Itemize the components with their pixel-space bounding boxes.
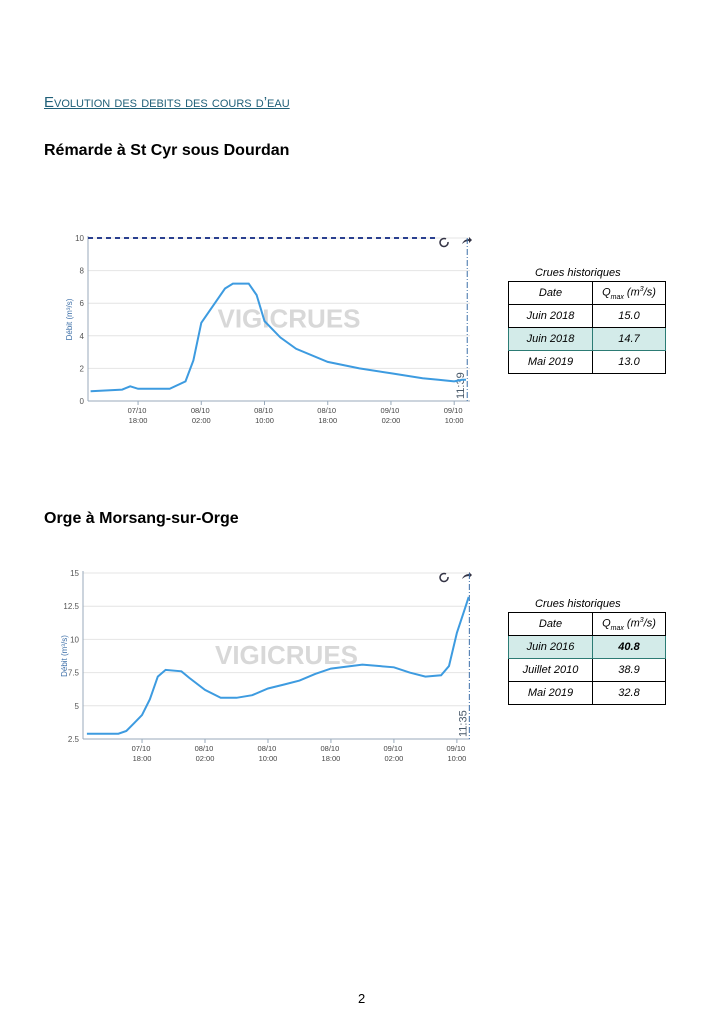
table-block: Crues historiques Date Qmax (m3/s) Juin 201…	[508, 598, 666, 705]
table-caption: Crues historiques	[535, 598, 621, 610]
x-tick-label: 09/10 02:00	[381, 406, 402, 425]
table-row: Juillet 2010 38.9	[508, 658, 666, 682]
x-tick-label: 07/10 18:00	[128, 406, 149, 425]
table-cell: 40.8	[592, 635, 666, 659]
section-title: Rémarde à St Cyr sous Dourdan	[44, 142, 290, 159]
data-line	[90, 282, 466, 393]
table-cell: Mai 2019	[508, 350, 593, 374]
x-tick-label: 08/10 02:00	[195, 744, 216, 763]
y-tick-label: 15	[70, 569, 79, 578]
header-row: Date Qmax (m3/s)	[508, 612, 666, 636]
header-part: 3	[639, 616, 644, 624]
header-cell: Qmax (m3/s)	[592, 612, 666, 636]
table-cell: Juin 2018	[508, 327, 593, 351]
x-tick-label: 08/10 10:00	[254, 406, 275, 425]
y-tick-label: 12.5	[63, 602, 79, 611]
header-part: max	[610, 624, 624, 632]
header-row: Date Qmax (m3/s)	[508, 281, 666, 305]
y-tick-label: 10	[75, 234, 84, 243]
x-tick-label: 08/10 18:00	[317, 406, 338, 425]
table-row: Mai 2019 32.8	[508, 681, 666, 705]
table-cell: Mai 2019	[508, 681, 593, 705]
header-cell: Qmax (m3/s)	[592, 281, 666, 305]
table-cell: 32.8	[592, 681, 666, 705]
refresh-icon	[439, 237, 449, 248]
chart: VIGICRUES 0 2 4 6 8 10 Débit (m³/s) 07/10 18:00 0…	[65, 234, 472, 425]
watermark: VIGICRUES	[217, 304, 360, 334]
y-tick-label: 2.5	[68, 735, 80, 744]
y-axis-label: Débit (m³/s)	[60, 635, 69, 677]
table-caption: Crues historiques	[535, 267, 621, 279]
chart: VIGICRUES 2.5 5 7.5 10 12.5 15 Débit (m³/s) 07/1…	[60, 569, 472, 763]
y-tick-label: 6	[80, 299, 85, 308]
x-tick-label: 09/10 10:00	[446, 744, 467, 763]
refresh-icon	[439, 572, 449, 583]
table: Date Qmax (m3/s) Juin 2018 15.0 Juin 2018 14.…	[508, 281, 666, 374]
table-cell: 13.0	[592, 350, 666, 374]
y-tick-label: 10	[70, 635, 79, 644]
header-part: Q	[602, 286, 611, 299]
now-label: 11:39	[455, 372, 467, 399]
header-cell: Date	[508, 281, 593, 305]
y-tick-label: 4	[80, 332, 85, 341]
watermark: VIGICRUES	[215, 640, 358, 670]
x-tick-label: 09/10 10:00	[444, 406, 465, 425]
x-tick-label: 08/10 18:00	[321, 744, 342, 763]
x-tick-label: 09/10 02:00	[383, 744, 404, 763]
header-part: 3	[639, 285, 644, 293]
table-cell: 15.0	[592, 304, 666, 328]
x-tick-label: 08/10 10:00	[258, 744, 279, 763]
y-tick-label: 2	[80, 364, 85, 373]
y-tick-label: 0	[80, 397, 85, 406]
table-row: Juin 2016 40.8	[508, 635, 666, 659]
y-tick-label: 5	[75, 702, 80, 711]
header-part: /s)	[643, 617, 656, 630]
page-number: 2	[358, 991, 366, 1006]
header-part: (m	[623, 286, 640, 299]
table-row: Juin 2018 14.7	[508, 327, 666, 351]
heading: Evolution des debits des cours d’eau	[44, 94, 290, 111]
section-title: Orge à Morsang-sur-Orge	[44, 510, 239, 527]
data-line	[86, 596, 470, 735]
header-part: /s)	[643, 286, 656, 299]
y-tick-label: 7.5	[68, 669, 80, 678]
header-cell: Date	[508, 612, 593, 636]
table-cell: Juin 2016	[508, 635, 593, 659]
y-tick-label: 8	[80, 267, 85, 276]
header-part: (m	[623, 617, 640, 630]
table-block: Crues historiques Date Qmax (m3/s) Juin 201…	[508, 267, 666, 374]
x-tick-label: 07/10 18:00	[132, 744, 153, 763]
table-row: Mai 2019 13.0	[508, 350, 666, 374]
header-part: max	[610, 293, 624, 301]
now-label: 11:35	[457, 710, 469, 737]
header-part: Q	[602, 617, 611, 630]
table: Date Qmax (m3/s) Juin 2016 40.8 Juillet 2010…	[508, 612, 666, 705]
y-axis-label: Débit (m³/s)	[65, 298, 74, 340]
table-row: Juin 2018 15.0	[508, 304, 666, 328]
table-cell: 38.9	[592, 658, 666, 682]
table-cell: 14.7	[592, 327, 666, 351]
table-cell: Juin 2018	[508, 304, 593, 328]
table-cell: Juillet 2010	[508, 658, 593, 682]
x-tick-label: 08/10 02:00	[191, 406, 212, 425]
